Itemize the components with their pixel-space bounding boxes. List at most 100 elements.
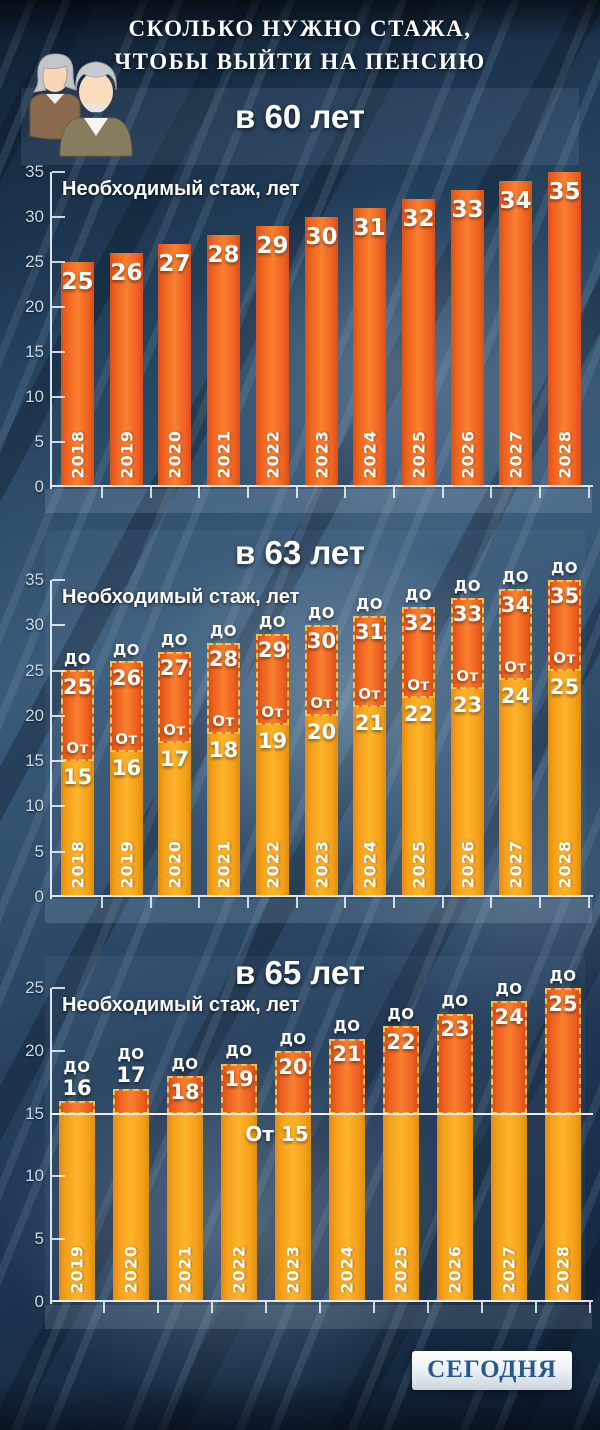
woman-figure — [29, 53, 81, 140]
bar-segment-from — [491, 1114, 527, 1302]
year-label: 2026 — [445, 1245, 465, 1294]
upper-bound-word-label: ДО — [117, 1045, 145, 1063]
year-label: 2024 — [360, 840, 379, 889]
elderly-couple-icon — [29, 53, 133, 157]
lower-bound-value-label: 21 — [354, 711, 385, 735]
y-tick-mark — [52, 171, 65, 173]
y-tick-mark — [52, 216, 65, 218]
bar-segment-total — [256, 226, 289, 487]
year-label: 2025 — [409, 430, 428, 479]
bar-segment-to — [353, 616, 386, 707]
upper-bound-word-label: ДО — [63, 1058, 91, 1076]
year-label: 2028 — [555, 430, 574, 479]
bar-segment-total — [402, 199, 435, 487]
y-tick-label: 20 — [25, 297, 44, 316]
chart-63-plot: Необходимый стаж, лет 0 5 10 15 20 25 30 35 ДО 25… — [25, 559, 593, 908]
y-tick-mark — [52, 441, 65, 443]
upper-bound-value-label: 27 — [159, 656, 190, 680]
year-label: 2028 — [555, 840, 574, 889]
upper-bound-word-label: ДО — [307, 604, 336, 622]
bar-2022: ДО 19 2022 — [221, 988, 257, 1302]
y-tick-mark — [52, 306, 65, 308]
upper-bound-word-label: ДО — [404, 586, 433, 604]
y-tick-label: 20 — [25, 706, 44, 725]
y-tick-label: 25 — [25, 661, 44, 680]
upper-bound-word-label: ДО — [550, 559, 579, 577]
lower-bound-value-label: 20 — [306, 720, 337, 744]
upper-bound-value-label: 26 — [111, 666, 142, 690]
bar-2024: ДО 21 2024 — [329, 988, 365, 1302]
x-tick-mark — [588, 487, 590, 498]
bar-2026: ДО 23 2026 — [437, 988, 473, 1302]
y-tick-mark — [52, 1050, 65, 1052]
bar-2024: ДО 31 От 21 2024 — [353, 580, 386, 897]
year-label: 2022 — [263, 840, 282, 889]
bar-2022: 29 2022 — [256, 172, 289, 487]
year-label: 2023 — [312, 840, 331, 889]
x-tick-mark — [319, 1302, 321, 1313]
upper-bound-value-label: 25 — [548, 992, 578, 1016]
year-label: 2024 — [337, 1245, 357, 1294]
y-tick-label: 35 — [25, 162, 44, 181]
y-tick-mark — [52, 760, 65, 762]
upper-bound-value-label: 32 — [403, 611, 434, 635]
upper-bound-word-label: ДО — [225, 1042, 253, 1060]
year-label: 2023 — [283, 1245, 303, 1294]
chart-60-base-strip — [45, 489, 592, 513]
year-label: 2023 — [312, 430, 331, 479]
x-tick-mark — [393, 897, 395, 908]
bar-segment-from — [61, 761, 94, 897]
lower-bound-value-label: 15 — [62, 765, 93, 789]
x-tick-mark — [535, 1302, 537, 1313]
bar-segment-to — [437, 1014, 473, 1114]
x-tick-mark — [198, 897, 200, 908]
x-tick-mark — [198, 487, 200, 498]
y-tick-mark — [52, 1238, 65, 1240]
chart-65-plot: Необходимый стаж, лет 0 5 10 15 20 25 ДО 16 2019… — [25, 967, 593, 1313]
chart-63-title: в 63 лет — [235, 534, 365, 571]
bar-2020: ДО 17 2020 — [113, 988, 149, 1302]
x-axis — [50, 895, 593, 897]
lower-bound-value-label: 22 — [403, 702, 434, 726]
lower-bound-value-label: 24 — [500, 684, 531, 708]
y-tick-label: 5 — [34, 1229, 44, 1248]
bar-value-label: 30 — [305, 224, 338, 250]
y-tick-mark — [52, 715, 65, 717]
x-tick-mark — [247, 487, 249, 498]
chart-60-plot: Необходимый стаж, лет 0 5 10 15 20 25 30 35 25 20… — [25, 162, 593, 498]
x-tick-mark — [481, 1302, 483, 1313]
year-label: 2022 — [229, 1245, 249, 1294]
lower-bound-word-label: От — [212, 712, 235, 730]
x-tick-mark — [157, 1302, 159, 1313]
bar-segment-from — [221, 1114, 257, 1302]
y-tick-label: 15 — [25, 342, 44, 361]
upper-bound-word-label: ДО — [160, 631, 189, 649]
x-tick-mark — [150, 897, 152, 908]
bar-2020: ДО 27 От 17 2020 — [158, 580, 191, 897]
upper-bound-value-label: 18 — [170, 1080, 200, 1104]
year-label: 2021 — [214, 430, 233, 479]
bar-2028: 35 2028 — [548, 172, 581, 487]
upper-bound-value-label: 33 — [452, 602, 483, 626]
x-tick-mark — [265, 1302, 267, 1313]
bar-2028: ДО 35 От 25 2028 — [548, 559, 581, 897]
bar-2018: ДО 25 От 15 2018 — [61, 580, 94, 897]
upper-bound-value-label: 23 — [440, 1017, 470, 1041]
lower-bound-word-label: От — [261, 703, 284, 721]
upper-bound-value-label: 16 — [62, 1076, 92, 1100]
bar-2025: 32 2025 — [402, 172, 435, 487]
bar-segment-to — [491, 1001, 527, 1114]
lower-bound-word-label: От — [407, 676, 430, 694]
year-label: 2027 — [506, 430, 525, 479]
chart-65-axis-note: Необходимый стаж, лет — [62, 994, 300, 1016]
chart-65-title: в 65 лет — [235, 954, 365, 991]
year-label: 2025 — [391, 1245, 411, 1294]
year-label: 2019 — [67, 1245, 87, 1294]
bar-value-label: 32 — [402, 206, 435, 232]
year-label: 2019 — [117, 840, 136, 889]
x-tick-mark — [427, 1302, 429, 1313]
bar-segment-total — [305, 217, 338, 487]
lower-bound-word-label: От — [163, 721, 186, 739]
upper-bound-value-label: 21 — [332, 1042, 362, 1066]
lower-bound-word-label: От — [310, 694, 333, 712]
